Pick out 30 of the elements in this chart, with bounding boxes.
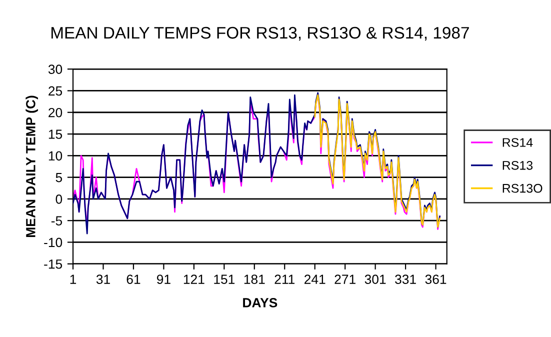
x-tick-label: 61 [126,274,140,284]
y-tick-label: 20 [48,108,62,118]
x-tick-label: 271 [334,274,356,284]
y-tick-label: 15 [48,130,62,139]
y-tick-label: -15 [44,260,62,269]
x-tick-label: 91 [156,274,170,284]
y-tick-label: 5 [56,173,62,182]
x-tick-label: 151 [214,274,235,284]
y-tick-label: 0 [56,194,62,204]
x-tick-label: 241 [304,274,326,284]
legend-label: RS13 [502,160,533,170]
x-tick-label: 31 [96,274,110,284]
legend-label: RS13O [502,184,542,193]
y-axis-title: MEAN DAILY TEMP (C) [26,96,38,237]
line-series [314,94,440,228]
x-tick-label: 1 [70,274,76,284]
y-tick-label: -10 [44,238,62,248]
x-tick-label: 181 [244,274,265,284]
y-tick-label: -5 [51,216,62,226]
x-tick-label: 301 [364,274,386,284]
y-tick-label: 25 [48,86,62,96]
x-tick-label: 211 [274,274,294,284]
x-axis-title: DAYS [243,298,278,308]
legend-label: RS14 [502,138,533,147]
x-tick-label: 121 [184,274,204,284]
y-tick-label: 30 [48,64,62,74]
x-tick-label: 361 [425,274,446,284]
x-tick-label: 331 [395,274,416,284]
y-tick-label: 10 [48,151,62,161]
chart-title: MEAN DAILY TEMPS FOR RS13, RS13O & RS14, 1987 [51,26,469,41]
